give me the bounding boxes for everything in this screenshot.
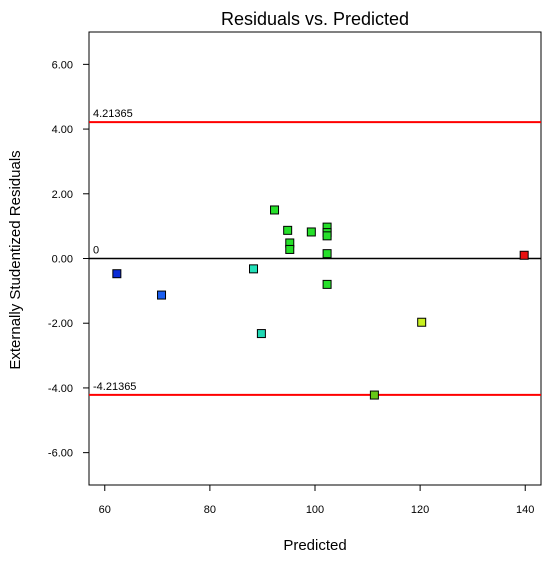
y-axis-title: Externally Studentized Residuals <box>7 150 24 369</box>
data-point <box>369 390 379 400</box>
reference-lines: 4.21365 0 -4.21365 <box>89 108 541 396</box>
y-tick-label: 2.00 <box>52 189 73 201</box>
limit-line-label: 4.21365 <box>93 108 133 120</box>
data-point <box>270 205 280 215</box>
data-point <box>519 250 529 260</box>
x-tick-label: 60 <box>99 504 111 516</box>
data-point <box>322 279 332 289</box>
data-point <box>157 290 167 300</box>
y-tick-label: -6.00 <box>48 448 73 460</box>
data-point <box>417 317 427 327</box>
x-axis-title: Predicted <box>283 537 346 554</box>
x-tick-label: 100 <box>306 504 324 516</box>
zero-line-label: 0 <box>93 245 99 257</box>
data-point <box>249 264 259 274</box>
y-tick-label: 6.00 <box>52 59 73 71</box>
y-tick-label: -2.00 <box>48 318 73 330</box>
data-point <box>322 249 332 259</box>
x-tick-label: 140 <box>516 504 534 516</box>
data-point <box>322 231 332 241</box>
x-tick-label: 120 <box>411 504 429 516</box>
x-tick-label: 80 <box>204 504 216 516</box>
y-tick-label: 4.00 <box>52 124 73 136</box>
y-tick-label: -4.00 <box>48 383 73 395</box>
data-points <box>112 205 529 400</box>
x-axis: 60 80 100 120 140 <box>99 485 534 516</box>
chart-title: Residuals vs. Predicted <box>221 9 409 29</box>
data-point <box>306 227 316 237</box>
y-tick-label: 0.00 <box>52 254 73 266</box>
y-axis: 6.00 4.00 2.00 0.00 -2.00 -4.00 -6.00 <box>48 59 89 460</box>
data-point <box>285 244 295 254</box>
data-point <box>256 329 266 339</box>
data-point <box>112 269 122 279</box>
limit-line-label: -4.21365 <box>93 381 136 393</box>
data-point <box>283 225 293 235</box>
